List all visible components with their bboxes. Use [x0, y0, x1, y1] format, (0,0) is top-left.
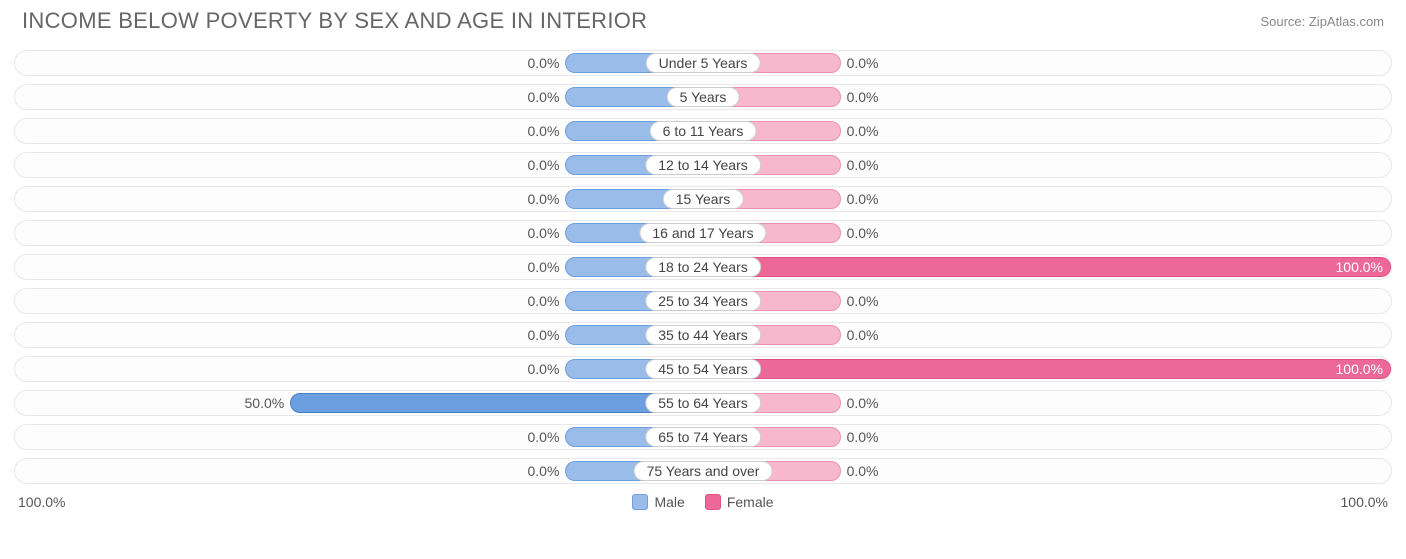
- chart-row: Under 5 Years 0.0% 0.0%: [14, 50, 1392, 76]
- category-label: 5 Years: [667, 87, 740, 107]
- male-bar: [290, 393, 703, 413]
- male-swatch-icon: [632, 494, 648, 510]
- chart-row: 6 to 11 Years 0.0% 0.0%: [14, 118, 1392, 144]
- chart-row: 55 to 64 Years 50.0% 0.0%: [14, 390, 1392, 416]
- male-value-label: 0.0%: [527, 429, 559, 445]
- male-value-label: 0.0%: [527, 463, 559, 479]
- female-value-label: 0.0%: [847, 429, 879, 445]
- axis-left-label: 100.0%: [18, 494, 65, 510]
- category-label: 55 to 64 Years: [645, 393, 761, 413]
- legend-item-male: Male: [632, 494, 684, 510]
- category-label: 15 Years: [663, 189, 744, 209]
- chart-title: INCOME BELOW POVERTY BY SEX AND AGE IN I…: [22, 8, 647, 34]
- legend-male-label: Male: [654, 494, 684, 510]
- female-value-label: 0.0%: [847, 55, 879, 71]
- category-label: 12 to 14 Years: [645, 155, 761, 175]
- female-value-label: 0.0%: [847, 225, 879, 241]
- chart-row: 15 Years 0.0% 0.0%: [14, 186, 1392, 212]
- category-label: 6 to 11 Years: [650, 121, 757, 141]
- chart-row: 16 and 17 Years 0.0% 0.0%: [14, 220, 1392, 246]
- female-swatch-icon: [705, 494, 721, 510]
- chart-row: 35 to 44 Years 0.0% 0.0%: [14, 322, 1392, 348]
- female-value-label: 100.0%: [1336, 259, 1383, 275]
- chart-row: 12 to 14 Years 0.0% 0.0%: [14, 152, 1392, 178]
- chart-area: Under 5 Years0.0%0.0%5 Years0.0%0.0%6 to…: [0, 38, 1406, 484]
- male-value-label: 0.0%: [527, 55, 559, 71]
- male-value-label: 0.0%: [527, 123, 559, 139]
- chart-row: 5 Years 0.0% 0.0%: [14, 84, 1392, 110]
- female-value-label: 0.0%: [847, 395, 879, 411]
- chart-row: 18 to 24 Years 0.0% 100.0%: [14, 254, 1392, 280]
- male-value-label: 0.0%: [527, 327, 559, 343]
- female-value-label: 0.0%: [847, 157, 879, 173]
- header: INCOME BELOW POVERTY BY SEX AND AGE IN I…: [0, 0, 1406, 38]
- male-value-label: 0.0%: [527, 293, 559, 309]
- female-value-label: 100.0%: [1336, 361, 1383, 377]
- chart-row: 45 to 54 Years 0.0% 100.0%: [14, 356, 1392, 382]
- male-value-label: 0.0%: [527, 361, 559, 377]
- male-value-label: 0.0%: [527, 259, 559, 275]
- legend-female-label: Female: [727, 494, 774, 510]
- legend: Male Female: [632, 494, 773, 510]
- chart-row: 25 to 34 Years 0.0% 0.0%: [14, 288, 1392, 314]
- legend-item-female: Female: [705, 494, 774, 510]
- male-value-label: 0.0%: [527, 191, 559, 207]
- male-value-label: 0.0%: [527, 225, 559, 241]
- axis-right-label: 100.0%: [1341, 494, 1388, 510]
- female-value-label: 0.0%: [847, 293, 879, 309]
- female-bar: [703, 359, 1391, 379]
- category-label: Under 5 Years: [646, 53, 761, 73]
- chart-row: 65 to 74 Years 0.0% 0.0%: [14, 424, 1392, 450]
- chart-source: Source: ZipAtlas.com: [1260, 14, 1384, 29]
- category-label: 35 to 44 Years: [645, 325, 761, 345]
- male-value-label: 0.0%: [527, 157, 559, 173]
- male-value-label: 50.0%: [245, 395, 285, 411]
- category-label: 16 and 17 Years: [639, 223, 766, 243]
- male-value-label: 0.0%: [527, 89, 559, 105]
- axis-row: 100.0% Male Female 100.0%: [0, 492, 1406, 510]
- female-bar: [703, 257, 1391, 277]
- female-value-label: 0.0%: [847, 89, 879, 105]
- chart-row: 75 Years and over 0.0% 0.0%: [14, 458, 1392, 484]
- category-label: 45 to 54 Years: [645, 359, 761, 379]
- category-label: 18 to 24 Years: [645, 257, 761, 277]
- category-label: 75 Years and over: [634, 461, 773, 481]
- female-value-label: 0.0%: [847, 123, 879, 139]
- female-value-label: 0.0%: [847, 191, 879, 207]
- female-value-label: 0.0%: [847, 327, 879, 343]
- category-label: 65 to 74 Years: [645, 427, 761, 447]
- female-value-label: 0.0%: [847, 463, 879, 479]
- category-label: 25 to 34 Years: [645, 291, 761, 311]
